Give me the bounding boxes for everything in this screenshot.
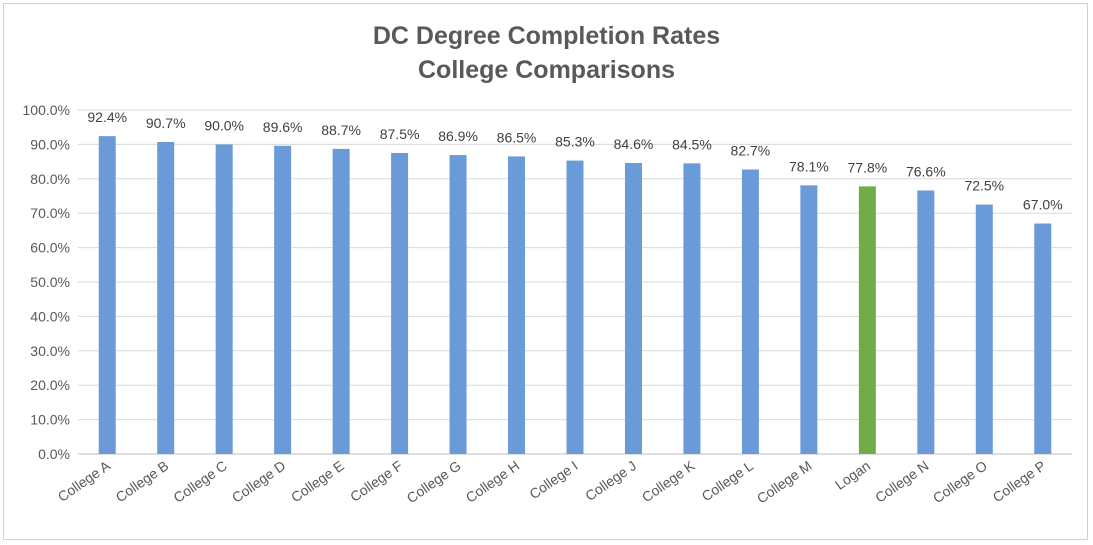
data-label: 77.8% <box>848 159 888 175</box>
x-tick-label: College C <box>170 457 230 505</box>
y-tick-label: 40.0% <box>30 308 70 324</box>
y-tick-label: 10.0% <box>30 412 70 428</box>
x-tick-label: College M <box>754 457 815 506</box>
x-tick-label: College K <box>639 457 698 505</box>
y-tick-label: 100.0% <box>23 102 70 118</box>
bar <box>215 144 233 454</box>
data-label: 85.3% <box>555 134 595 150</box>
y-tick-label: 80.0% <box>30 171 70 187</box>
data-label: 78.1% <box>789 158 829 174</box>
x-tick-label: College F <box>347 457 405 504</box>
bar <box>98 136 116 455</box>
y-tick-label: 50.0% <box>30 274 70 290</box>
bar <box>157 141 175 454</box>
bar <box>683 163 701 454</box>
bar <box>741 169 759 454</box>
data-label: 92.4% <box>87 109 127 125</box>
bar <box>975 204 993 454</box>
x-tick-label: Logan <box>832 457 873 492</box>
y-tick-label: 70.0% <box>30 205 70 221</box>
y-tick-label: 90.0% <box>30 136 70 152</box>
y-tick-label: 30.0% <box>30 343 70 359</box>
x-tick-label: College E <box>288 457 347 505</box>
x-tick-label: College J <box>582 457 639 504</box>
chart-subtitle: College Comparisons <box>418 56 675 84</box>
x-tick-label: College G <box>404 457 464 506</box>
chart-title: DC Degree Completion Rates <box>372 22 721 50</box>
bar <box>332 148 350 454</box>
bar <box>858 186 876 455</box>
data-label: 76.6% <box>906 163 946 179</box>
chart-frame <box>3 3 1088 540</box>
x-tick-label: College D <box>229 457 289 505</box>
y-tick-label: 20.0% <box>30 377 70 393</box>
data-label: 82.7% <box>731 143 771 159</box>
bar <box>566 160 584 454</box>
x-tick-label: College I <box>526 457 580 502</box>
x-tick-label: College N <box>872 457 932 505</box>
data-label: 90.7% <box>146 115 186 131</box>
data-label: 89.6% <box>263 119 303 135</box>
bar <box>624 162 642 454</box>
x-tick-label: College O <box>930 457 990 506</box>
data-label: 84.5% <box>672 136 712 152</box>
bar <box>449 155 467 454</box>
x-tick-label: College P <box>990 457 1049 505</box>
bar <box>917 190 935 454</box>
x-tick-label: College H <box>463 457 523 505</box>
x-tick-label: College B <box>113 457 172 505</box>
x-tick-label: College L <box>698 457 756 504</box>
bar <box>800 185 818 454</box>
data-label: 67.0% <box>1023 197 1063 213</box>
bar <box>391 153 409 454</box>
data-label: 88.7% <box>321 122 361 138</box>
y-tick-label: 60.0% <box>30 240 70 256</box>
data-label: 87.5% <box>380 126 420 142</box>
data-label: 84.6% <box>614 136 654 152</box>
data-label: 86.9% <box>438 128 478 144</box>
bar <box>508 156 526 454</box>
bar <box>274 145 292 454</box>
y-tick-label: 0.0% <box>38 446 70 462</box>
data-label: 90.0% <box>204 117 244 133</box>
data-label: 72.5% <box>964 178 1004 194</box>
x-tick-label: College A <box>55 457 114 505</box>
bar <box>1034 223 1052 454</box>
data-label: 86.5% <box>497 129 537 145</box>
